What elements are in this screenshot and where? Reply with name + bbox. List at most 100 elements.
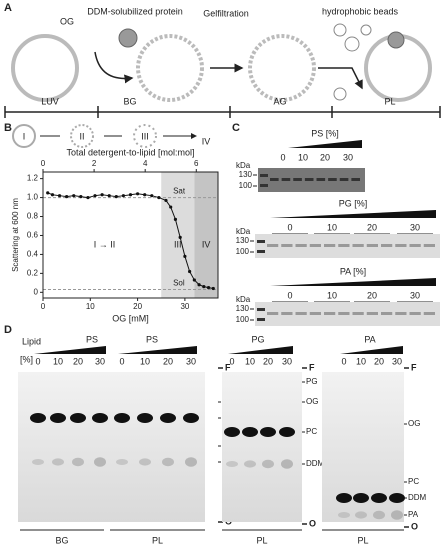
concentration: 20 <box>163 356 173 366</box>
y-tick-label: 1.0 <box>27 193 39 202</box>
spot <box>336 493 352 503</box>
spot <box>353 493 369 503</box>
point <box>183 254 187 258</box>
spot <box>114 413 130 423</box>
spot <box>183 413 199 423</box>
spot-label: PC <box>408 477 419 486</box>
region-label: III <box>174 239 182 249</box>
spot <box>338 512 350 518</box>
band <box>409 312 421 315</box>
x-tick-label: 20 <box>133 302 142 311</box>
ladder <box>260 174 268 177</box>
vesicle <box>133 124 157 148</box>
spot <box>279 427 295 437</box>
reference-label: Sol <box>173 279 185 288</box>
spot-label: PG <box>306 377 318 386</box>
spot <box>52 458 64 466</box>
header: Lipid <box>22 336 41 346</box>
point <box>65 195 69 199</box>
spot <box>262 459 274 469</box>
group-label: BG <box>55 535 68 545</box>
vesicle <box>70 124 94 148</box>
concentration: 20 <box>320 152 330 162</box>
band <box>324 312 336 315</box>
state-label: I <box>23 131 26 141</box>
panel-label: D <box>4 324 12 336</box>
marker: 100 <box>239 181 253 190</box>
concentration: 0 <box>341 356 346 366</box>
concentration: 0 <box>280 152 285 162</box>
tlc-plate <box>222 372 302 522</box>
band <box>366 244 378 247</box>
band <box>270 178 279 181</box>
region <box>161 172 195 298</box>
point <box>192 278 196 282</box>
point <box>157 195 161 200</box>
panel-label: C <box>232 122 240 134</box>
band <box>409 244 421 247</box>
panel-a-art <box>4 23 441 118</box>
spot <box>371 493 387 503</box>
label: hydrophobic beads <box>322 6 399 16</box>
region <box>194 172 218 298</box>
concentration: 10 <box>53 356 63 366</box>
band <box>366 312 378 315</box>
ladder <box>260 184 268 187</box>
spot <box>373 510 385 520</box>
point <box>169 205 173 209</box>
panel-label: B <box>4 122 12 134</box>
band <box>381 244 393 247</box>
state-label: II <box>79 131 84 141</box>
point <box>178 235 182 239</box>
band <box>281 244 293 247</box>
x-tick-label: 10 <box>86 302 95 311</box>
fit-line <box>47 192 214 290</box>
band <box>281 178 291 181</box>
point <box>150 194 154 198</box>
region-label: IV <box>202 239 211 249</box>
point <box>202 285 206 289</box>
band <box>295 244 307 247</box>
point <box>173 217 178 221</box>
point <box>100 193 104 197</box>
front-label: F <box>309 362 315 372</box>
spot <box>70 413 86 423</box>
x2-tick-label: 4 <box>143 159 148 168</box>
stage-label: LUV <box>41 96 59 106</box>
group-label: PL <box>152 535 163 545</box>
spot <box>391 510 403 520</box>
point <box>211 286 215 291</box>
marker: 130 <box>236 236 250 245</box>
spot <box>92 413 108 423</box>
concentration: 10 <box>327 290 337 300</box>
lipid-name: PG <box>251 334 264 344</box>
spot <box>137 413 153 423</box>
gel-title: PS [%] <box>311 128 339 138</box>
point <box>135 192 140 196</box>
tlc-plate <box>18 372 205 522</box>
band <box>352 244 364 247</box>
concentration: 10 <box>356 356 366 366</box>
concentration: 0 <box>35 356 40 366</box>
wedge <box>118 346 197 354</box>
band <box>309 244 321 247</box>
spot <box>162 457 174 467</box>
band <box>281 312 293 315</box>
bead <box>333 87 347 101</box>
protein-icon <box>387 31 405 49</box>
spot <box>72 457 84 467</box>
spot <box>355 511 367 519</box>
band <box>295 312 307 315</box>
bead <box>344 36 360 52</box>
band <box>395 312 407 315</box>
x2-tick-label: 0 <box>41 159 46 168</box>
header: [%] <box>20 354 33 364</box>
vesicle <box>12 124 36 148</box>
band <box>338 312 350 315</box>
y-tick-label: 0 <box>34 287 39 296</box>
band <box>324 244 336 247</box>
group-label: PL <box>357 535 368 545</box>
vesicle <box>11 34 79 102</box>
spot-label: DDM <box>408 493 427 502</box>
lipid-name: PA <box>364 334 375 344</box>
